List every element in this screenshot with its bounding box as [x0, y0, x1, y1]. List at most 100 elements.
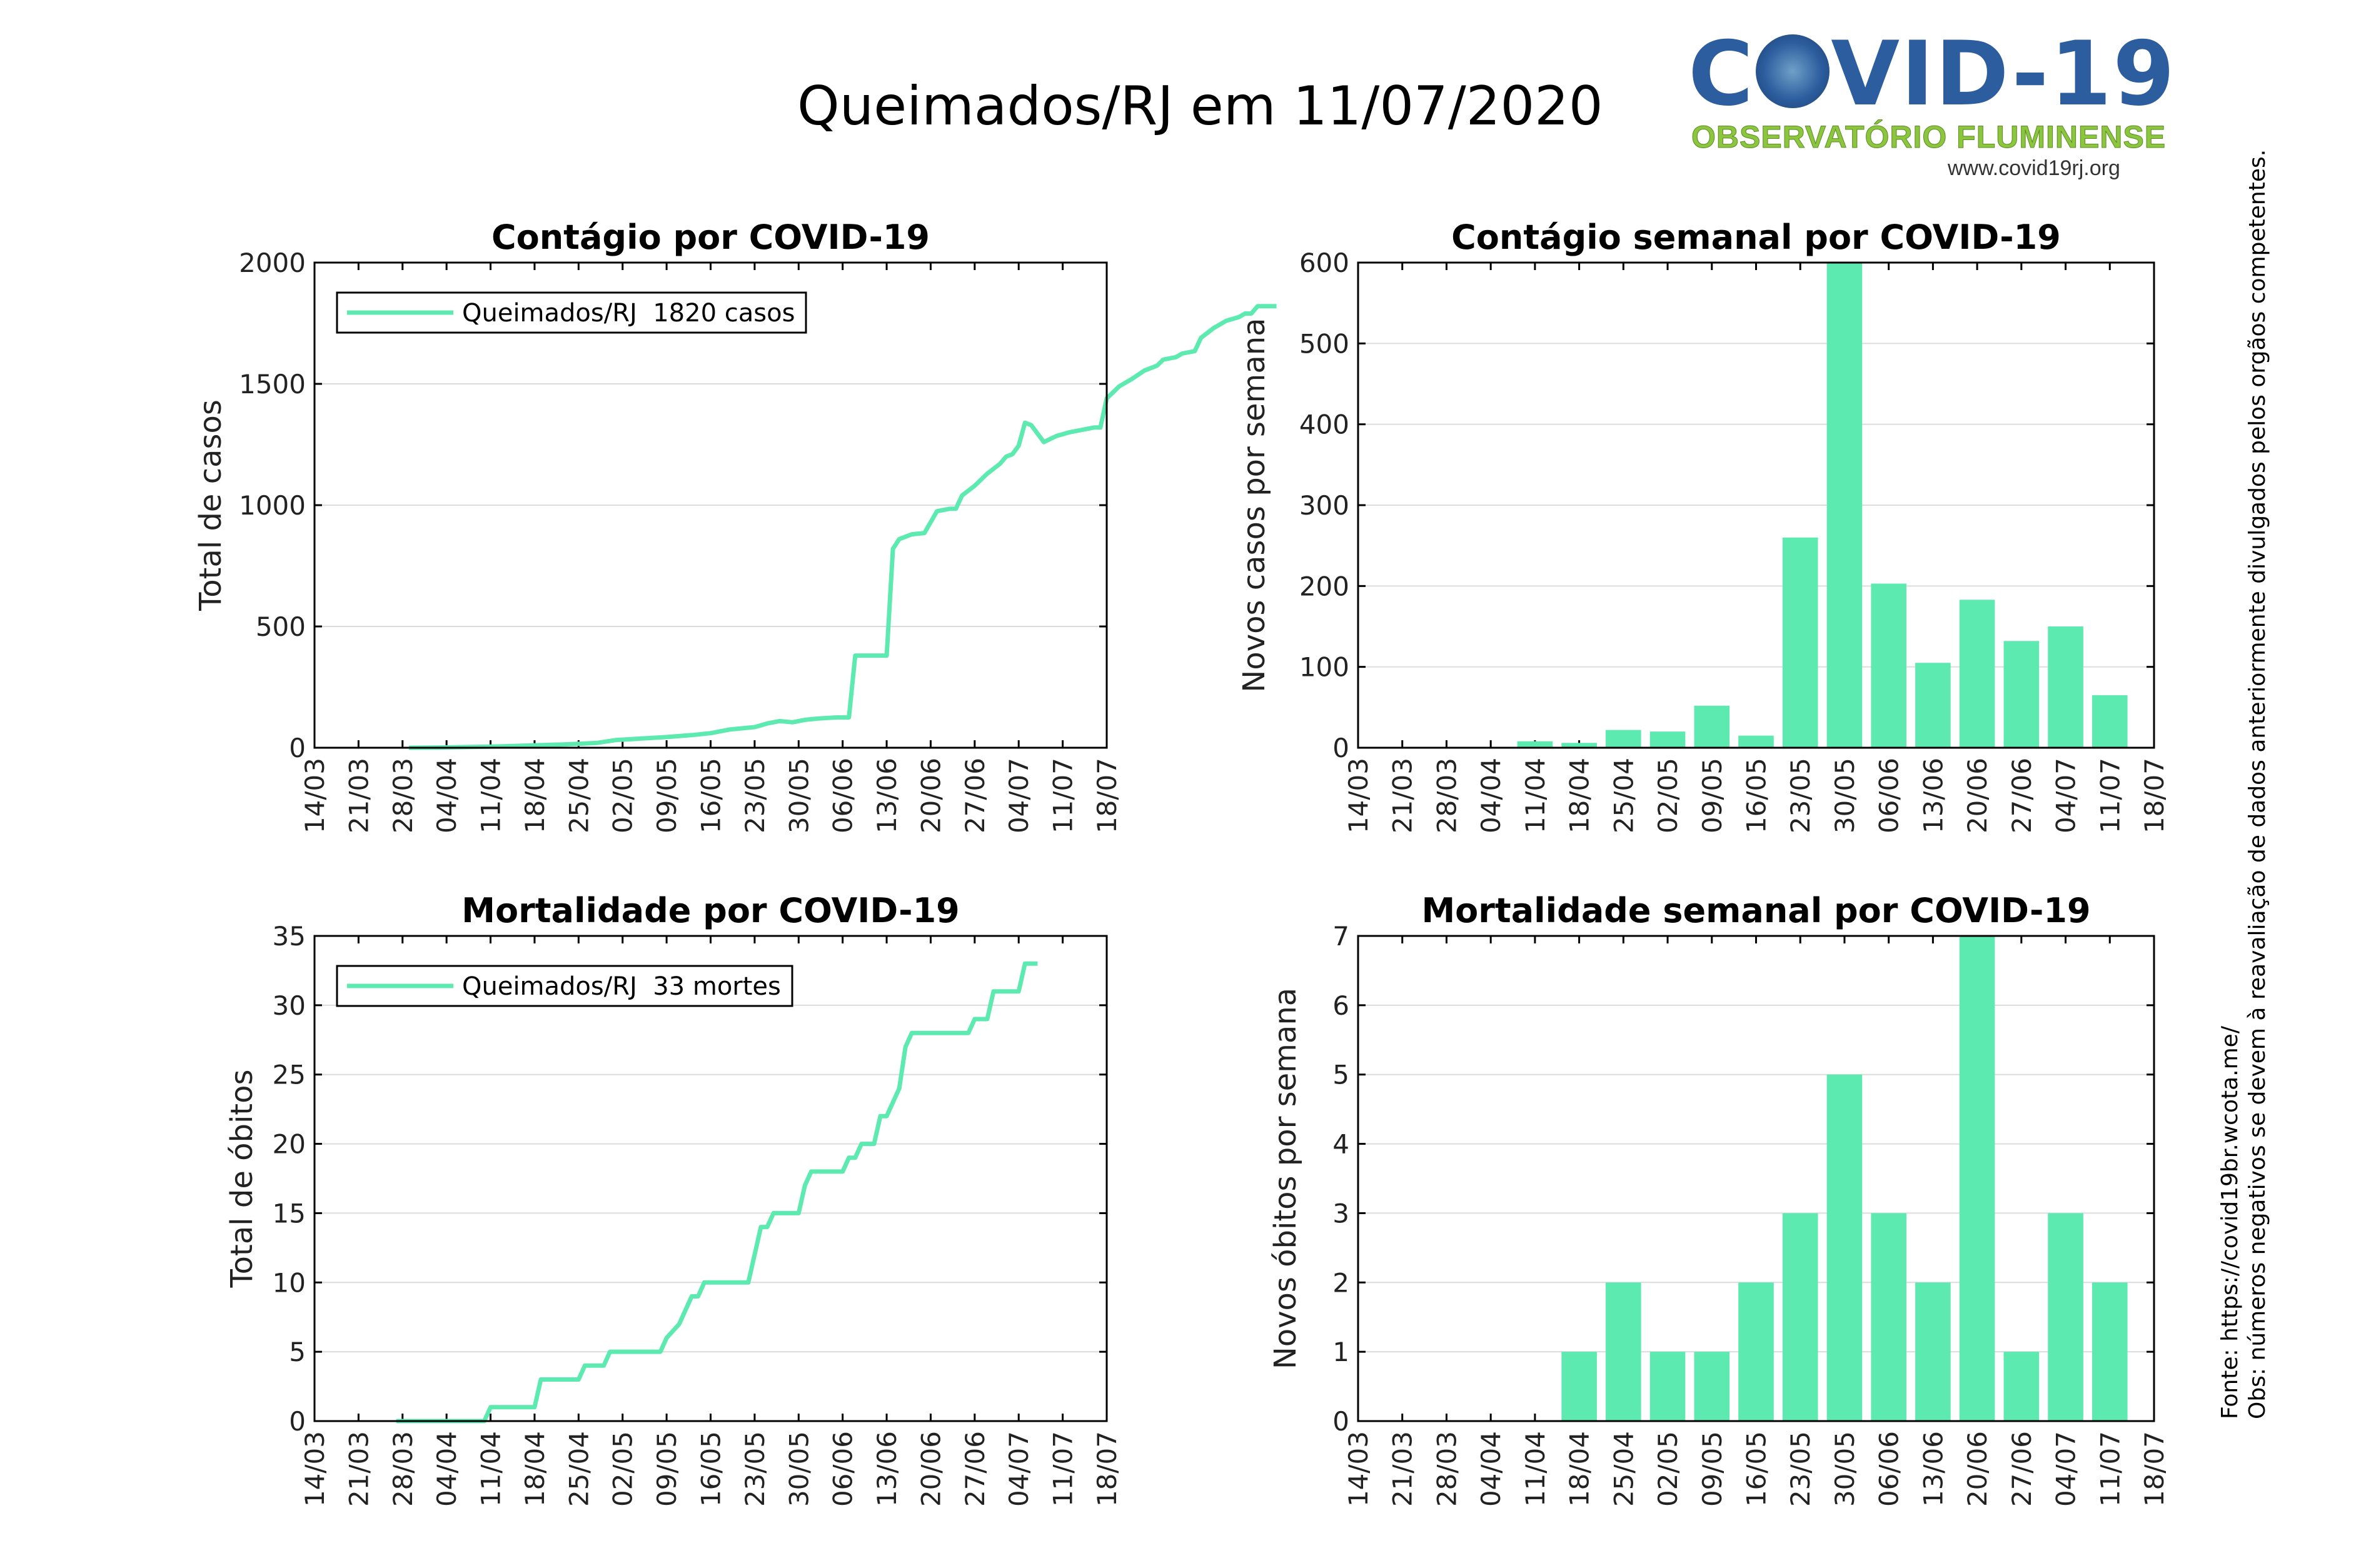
y-tick-label: 3 [1332, 1198, 1349, 1229]
bar [1826, 263, 1863, 748]
x-tick-label: 30/05 [783, 1431, 814, 1507]
x-tick-label: 21/03 [1387, 1431, 1418, 1507]
x-tick-label: 04/04 [1476, 758, 1506, 833]
x-tick-label: 09/05 [652, 758, 682, 833]
y-tick-label: 300 [1299, 490, 1349, 521]
bar [2092, 695, 2128, 748]
bar [1606, 1282, 1641, 1421]
y-tick-label: 1000 [239, 490, 306, 521]
x-tick-label: 18/04 [520, 758, 550, 833]
plot-frame [1357, 935, 2155, 1422]
chart-title: Contágio semanal por COVID-19 [1451, 218, 2061, 257]
y-tick-label: 10 [273, 1267, 306, 1298]
x-tick-label: 25/04 [563, 1431, 594, 1507]
y-tick-label: 500 [1299, 328, 1349, 359]
bar [1959, 936, 1995, 1421]
legend-label: Queimados/RJ 33 mortes [462, 972, 781, 1001]
logo-title-right: VID-19 [1831, 23, 2176, 126]
chart-title: Mortalidade por COVID-19 [461, 891, 959, 930]
x-tick-label: 04/07 [1004, 1431, 1034, 1507]
x-tick-label: 25/04 [563, 758, 594, 833]
page-title: Queimados/RJ em 11/07/2020 [797, 75, 1603, 138]
x-tick-label: 18/07 [1092, 1431, 1122, 1507]
x-tick-label: 18/07 [2139, 1431, 2170, 1507]
x-tick-label: 18/04 [1564, 1431, 1595, 1507]
y-tick-label: 1500 [239, 369, 306, 400]
x-tick-label: 02/05 [1653, 1431, 1683, 1507]
bar [1871, 1213, 1906, 1421]
bar [1871, 583, 1906, 748]
x-tick-label: 13/06 [1918, 758, 1948, 833]
y-axis-label: Novos casos por semana [1237, 318, 1272, 692]
y-tick-label: 0 [1332, 733, 1349, 763]
plot-frame [313, 261, 1108, 749]
x-tick-label: 06/06 [1874, 1431, 1905, 1507]
x-tick-label: 20/06 [915, 1431, 946, 1507]
logo-title-left: C [1688, 23, 1755, 126]
y-tick-label: 25 [273, 1060, 306, 1090]
x-tick-label: 21/03 [1387, 758, 1418, 833]
x-tick-label: 18/04 [520, 1431, 550, 1507]
x-tick-label: 11/04 [1520, 758, 1551, 833]
x-tick-label: 20/06 [915, 758, 946, 833]
x-tick-label: 11/07 [2095, 758, 2125, 833]
y-tick-label: 7 [1332, 921, 1349, 952]
x-tick-label: 18/04 [1564, 758, 1595, 833]
bar [1649, 731, 1686, 748]
bar [1915, 663, 1951, 748]
bar [1694, 1352, 1730, 1421]
x-tick-label: 04/07 [1004, 758, 1034, 833]
y-tick-label: 200 [1299, 571, 1349, 601]
logo-url: www.covid19rj.org [1948, 156, 2120, 180]
x-tick-label: 23/05 [740, 1431, 770, 1507]
y-tick-label: 500 [256, 611, 306, 642]
y-tick-label: 4 [1332, 1129, 1349, 1160]
x-tick-label: 13/06 [1918, 1431, 1948, 1507]
x-tick-label: 28/03 [388, 1431, 418, 1507]
bar [2048, 626, 2083, 748]
x-tick-label: 30/05 [1830, 1431, 1860, 1507]
bar [2048, 1213, 2083, 1421]
y-tick-label: 6 [1332, 990, 1349, 1021]
x-tick-label: 30/05 [1830, 758, 1860, 833]
x-tick-label: 23/05 [740, 758, 770, 833]
bar [1606, 730, 1641, 748]
y-tick-label: 30 [273, 990, 306, 1021]
y-tick-label: 0 [289, 1406, 306, 1437]
x-tick-label: 04/07 [2051, 758, 2082, 833]
y-tick-label: 1 [1332, 1337, 1349, 1367]
bar [1517, 741, 1553, 748]
x-tick-label: 25/04 [1608, 758, 1639, 833]
bar [1915, 1282, 1951, 1421]
x-tick-label: 27/06 [960, 1431, 990, 1507]
y-tick-label: 2000 [239, 248, 306, 278]
y-tick-label: 15 [273, 1198, 306, 1229]
x-tick-label: 28/03 [1431, 1431, 1462, 1507]
x-tick-label: 30/05 [783, 758, 814, 833]
x-tick-label: 16/05 [1741, 758, 1772, 833]
x-tick-label: 28/03 [388, 758, 418, 833]
legend-label: Queimados/RJ 1820 casos [462, 299, 795, 328]
x-tick-label: 14/03 [1343, 1431, 1374, 1507]
y-axis-label: Total de casos [193, 400, 228, 611]
logo: C VID-19 [1688, 30, 2176, 119]
x-tick-label: 11/04 [476, 1431, 506, 1507]
x-tick-label: 02/05 [608, 1431, 638, 1507]
x-tick-label: 25/04 [1608, 1431, 1639, 1507]
x-tick-label: 06/06 [828, 1431, 858, 1507]
x-tick-label: 13/06 [872, 1431, 902, 1507]
x-tick-label: 18/07 [2139, 758, 2170, 833]
x-tick-label: 11/07 [1048, 1431, 1079, 1507]
bar [1694, 705, 1730, 748]
x-tick-label: 06/06 [1874, 758, 1905, 833]
x-tick-label: 23/05 [1785, 758, 1816, 833]
y-tick-label: 35 [273, 921, 306, 952]
y-tick-label: 0 [1332, 1406, 1349, 1437]
virus-icon [1756, 34, 1830, 108]
chart-title: Mortalidade semanal por COVID-19 [1421, 891, 2090, 930]
x-tick-label: 09/05 [1697, 758, 1728, 833]
